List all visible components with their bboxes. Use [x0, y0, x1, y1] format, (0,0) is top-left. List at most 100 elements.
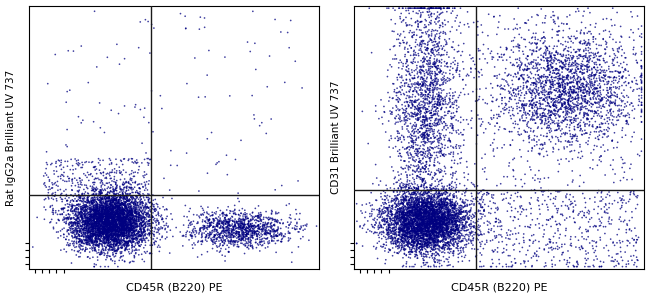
- Point: [430, 243, 441, 248]
- Point: [411, 189, 421, 194]
- Point: [102, 211, 112, 216]
- Point: [99, 212, 109, 216]
- Point: [112, 216, 123, 221]
- Point: [70, 209, 80, 214]
- Point: [407, 221, 417, 225]
- Point: [436, 202, 447, 207]
- Point: [108, 242, 118, 247]
- Point: [418, 214, 428, 219]
- Point: [107, 234, 118, 239]
- Point: [545, 68, 555, 72]
- Point: [408, 220, 419, 225]
- Point: [100, 222, 110, 227]
- Point: [400, 219, 410, 224]
- Point: [439, 223, 450, 227]
- Point: [425, 203, 436, 208]
- Point: [441, 237, 451, 242]
- Point: [404, 140, 414, 145]
- Point: [50, 193, 60, 197]
- Point: [415, 241, 425, 246]
- Point: [105, 231, 115, 235]
- Point: [432, 137, 443, 142]
- Point: [130, 203, 140, 207]
- Point: [130, 218, 140, 223]
- Point: [404, 206, 415, 210]
- Point: [122, 239, 132, 244]
- Point: [443, 19, 453, 24]
- Point: [592, 244, 602, 249]
- Point: [519, 103, 530, 108]
- Point: [73, 254, 84, 259]
- Point: [111, 211, 121, 216]
- Point: [99, 222, 110, 227]
- Point: [114, 206, 124, 210]
- Point: [107, 229, 118, 233]
- Point: [426, 111, 437, 115]
- Point: [397, 239, 408, 244]
- Point: [429, 234, 439, 238]
- Point: [574, 245, 584, 250]
- Point: [102, 237, 112, 242]
- Point: [436, 215, 446, 220]
- Point: [527, 41, 538, 45]
- Point: [75, 214, 85, 219]
- Point: [518, 85, 528, 90]
- Point: [521, 214, 532, 218]
- Point: [106, 193, 116, 198]
- Point: [112, 214, 122, 218]
- Point: [433, 225, 443, 230]
- Point: [611, 86, 621, 91]
- Point: [106, 198, 116, 203]
- Point: [112, 224, 123, 229]
- Point: [112, 232, 122, 237]
- Point: [142, 228, 153, 233]
- Point: [417, 207, 428, 212]
- Point: [73, 190, 84, 194]
- Point: [65, 167, 75, 172]
- Point: [609, 52, 619, 56]
- Point: [418, 218, 428, 223]
- Point: [581, 258, 592, 263]
- Point: [124, 208, 135, 213]
- Point: [91, 221, 101, 226]
- Point: [115, 215, 125, 219]
- Point: [77, 216, 88, 221]
- Point: [432, 111, 443, 116]
- Point: [103, 239, 114, 243]
- Point: [421, 238, 431, 243]
- Point: [71, 220, 81, 225]
- Point: [231, 231, 241, 236]
- Point: [590, 223, 600, 228]
- Point: [92, 221, 102, 226]
- Point: [122, 219, 132, 224]
- Point: [411, 222, 422, 227]
- Point: [476, 264, 487, 269]
- Point: [420, 114, 430, 119]
- Point: [410, 210, 421, 215]
- Point: [218, 229, 229, 233]
- Point: [448, 173, 458, 178]
- Point: [378, 244, 389, 249]
- Point: [400, 193, 411, 198]
- Point: [432, 251, 443, 256]
- Point: [387, 212, 398, 217]
- Point: [445, 200, 456, 204]
- Point: [407, 206, 417, 211]
- Point: [577, 215, 588, 220]
- Point: [437, 72, 447, 77]
- Point: [438, 221, 448, 225]
- Point: [443, 215, 453, 219]
- Point: [445, 71, 455, 76]
- Point: [409, 6, 419, 10]
- Point: [461, 209, 471, 214]
- Point: [99, 244, 110, 249]
- Point: [547, 51, 557, 55]
- Point: [430, 33, 441, 38]
- Point: [387, 221, 397, 225]
- Point: [433, 221, 443, 226]
- Point: [210, 240, 220, 244]
- Point: [575, 40, 585, 45]
- Point: [385, 219, 395, 224]
- Point: [411, 11, 421, 15]
- Point: [79, 208, 90, 213]
